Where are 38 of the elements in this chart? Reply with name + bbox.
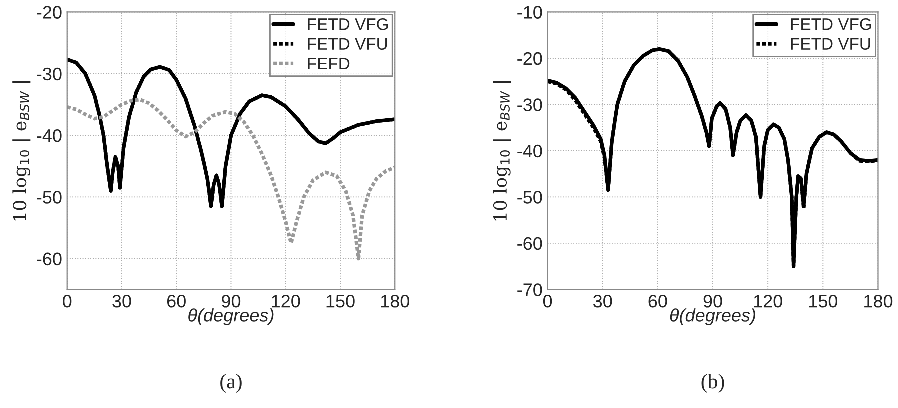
y-tick-label: -60 <box>37 252 62 266</box>
legend-label: FETD VFU <box>308 38 388 50</box>
y-tick-label: -60 <box>518 237 542 250</box>
y-axis-title: 10 log$_{10}$ | e$_{BSW}$ | <box>12 82 31 221</box>
legend-label: FETD VFU <box>791 38 870 50</box>
line-series <box>67 98 396 261</box>
x-tick-label: 120 <box>272 295 300 308</box>
y-axis-title: 10 log$_{10}$ | e$_{BSW}$ | <box>493 82 512 221</box>
x-tick-label: 180 <box>381 295 410 308</box>
x-tick-label: 90 <box>704 295 722 308</box>
x-tick-label: 180 <box>864 295 893 308</box>
x-tick-label: 150 <box>326 295 355 308</box>
y-tick-label: -30 <box>37 68 62 81</box>
x-tick-label: 0 <box>543 295 552 308</box>
x-tick-label: 150 <box>809 295 838 308</box>
legend-label: FETD VFG <box>791 18 872 30</box>
x-tick-label: 30 <box>594 295 612 308</box>
text: (a) <box>220 374 242 393</box>
legend-label: FEFD <box>308 58 350 70</box>
x-tick-label: 30 <box>112 295 132 308</box>
y-tick-label: -50 <box>37 191 62 204</box>
x-tick-label: 60 <box>167 295 186 308</box>
x-tick-label: 90 <box>222 295 241 308</box>
y-tick-label: -40 <box>37 129 62 142</box>
x-tick-label: 60 <box>648 295 668 308</box>
y-tick-label: -30 <box>518 98 542 112</box>
legend-label: FETD VFG <box>308 18 388 30</box>
y-tick-label: -20 <box>37 6 62 19</box>
y-tick-label: -20 <box>518 52 542 66</box>
x-axis-title: θ(degrees) <box>188 308 274 326</box>
y-tick-label: -50 <box>518 191 542 204</box>
text: (b) <box>702 374 724 393</box>
y-tick-label: -10 <box>518 6 542 19</box>
y-tick-label: -70 <box>518 284 542 296</box>
x-tick-label: 120 <box>754 295 782 308</box>
x-axis-title: θ(degrees) <box>670 308 756 326</box>
x-tick-label: 0 <box>63 295 72 308</box>
y-tick-label: -40 <box>518 144 542 158</box>
